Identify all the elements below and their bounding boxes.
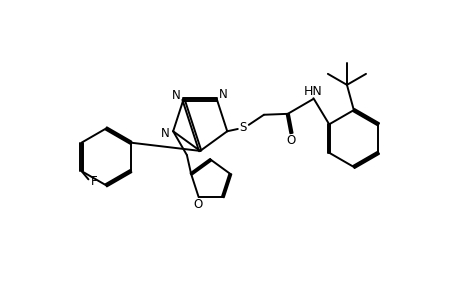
Text: N: N [171,89,180,102]
Text: O: O [193,198,202,211]
Text: F: F [90,175,97,188]
Text: O: O [286,134,296,147]
Text: S: S [239,121,246,134]
Text: N: N [160,127,169,140]
Text: N: N [218,88,227,101]
Text: HN: HN [303,85,322,98]
